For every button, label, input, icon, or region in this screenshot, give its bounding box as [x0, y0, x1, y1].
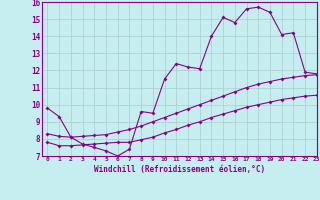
- X-axis label: Windchill (Refroidissement éolien,°C): Windchill (Refroidissement éolien,°C): [94, 165, 265, 174]
